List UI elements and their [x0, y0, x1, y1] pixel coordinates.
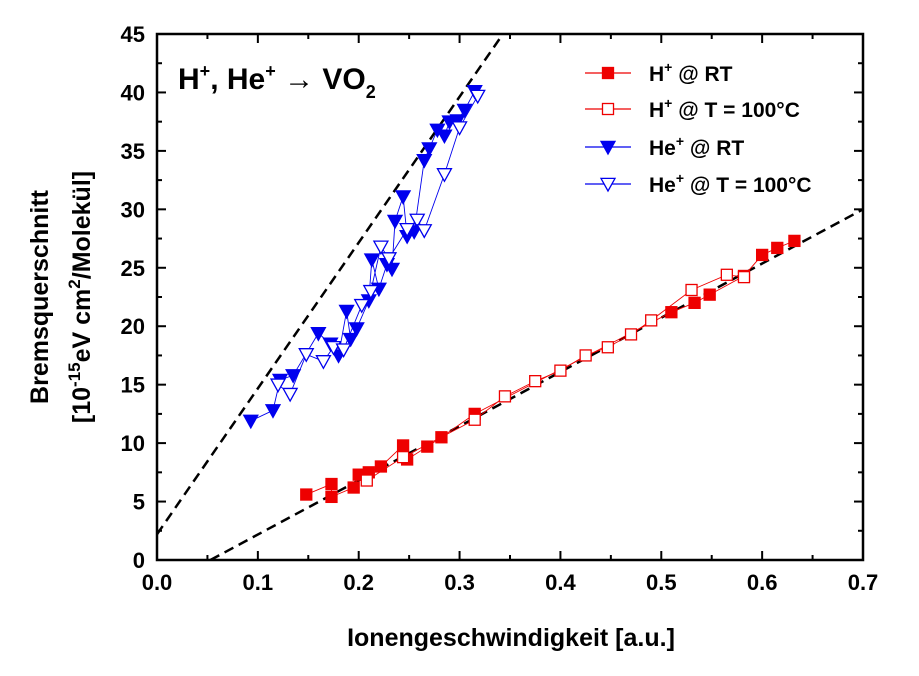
series-4-point	[335, 343, 352, 358]
x-tick-label: 0.5	[646, 570, 677, 595]
series-1-point	[325, 490, 338, 504]
series-1-point	[325, 477, 338, 491]
y-tick-label: 0	[133, 548, 145, 573]
series-2-point	[645, 314, 658, 327]
x-tick-label: 0.0	[142, 570, 173, 595]
series-4-point	[298, 348, 315, 363]
series-2-point	[529, 375, 542, 388]
series-3-point	[338, 304, 355, 320]
series-3-point	[264, 404, 282, 419]
series-3-point	[363, 253, 380, 268]
series-3-point	[285, 369, 302, 384]
x-tick-label: 0.7	[848, 570, 879, 595]
axis-ticks: 0.0 0.1 0.2 0.3 0.4 0.5 0.6 0.7 0 5 10 15 20 25 30 35 40…	[121, 22, 879, 595]
x-tick-label: 0.3	[444, 570, 475, 595]
series-2-point	[601, 341, 614, 354]
fit-line-1	[157, 34, 504, 535]
y-tick-label: 30	[121, 197, 145, 222]
series-4-point	[409, 213, 426, 229]
series-4-point	[380, 252, 398, 267]
x-tick-label: 0.4	[545, 570, 576, 595]
series-4	[269, 89, 486, 403]
series-1-point	[688, 296, 701, 309]
series-4-point	[416, 224, 433, 239]
series-4-point	[469, 89, 486, 105]
series-3-point	[242, 414, 259, 430]
y-tick-label: 25	[121, 256, 145, 281]
y-tick-label: 15	[121, 373, 145, 398]
y-tick-label: 5	[133, 490, 145, 515]
y-axis-label-line2: [10-15eV cm2/Molekül]	[65, 171, 96, 423]
series-1-point	[703, 288, 716, 301]
chart-annotation: H+, He+ → VO2	[178, 61, 376, 102]
series-2-point	[468, 413, 481, 426]
x-tick-label: 0.1	[243, 570, 274, 595]
series-4-point	[399, 222, 416, 238]
series-1-point	[300, 488, 313, 501]
legend-swatch-marker	[599, 140, 617, 156]
legend-label: H+ @ T = 100°C	[649, 95, 800, 122]
legend-label: He+ @ RT	[649, 133, 744, 160]
y-axis-label-line1: Bremsquerschnitt	[26, 189, 54, 404]
legend-swatch-marker	[599, 177, 617, 193]
x-axis-label: Ionengeschwindigkeit [a.u.]	[347, 624, 675, 652]
series-4-point	[353, 298, 370, 314]
legend-label: H+ @ RT	[649, 59, 733, 86]
y-tick-label: 35	[121, 139, 145, 164]
series-4-point	[269, 378, 287, 394]
series-2-point	[360, 474, 373, 487]
series-3	[242, 85, 483, 430]
legend-item-1: H+ @ RT	[585, 59, 733, 86]
series-4-line	[277, 95, 479, 395]
legend-label: He+ @ T = 100°C	[649, 170, 812, 197]
series-2-point	[720, 268, 733, 281]
series-1-point	[374, 460, 388, 473]
series-3-point	[310, 326, 327, 342]
series-1-point	[665, 306, 678, 319]
series-3-point	[416, 153, 433, 169]
legend-item-3: He+ @ RT	[585, 133, 744, 160]
series-4-point	[282, 387, 299, 403]
series-3-point	[436, 129, 453, 145]
y-tick-label: 45	[121, 22, 145, 47]
series-4-point	[451, 121, 468, 136]
series-1-point	[347, 481, 360, 494]
series-4-point	[436, 168, 453, 183]
series-2-point	[498, 390, 512, 403]
series-2-point	[554, 364, 567, 377]
legend: H+ @ RT H+ @ T = 100°C He+ @ RT He+ @ T = 1…	[585, 59, 812, 197]
series-1-point	[771, 241, 784, 255]
series-2-point	[396, 450, 410, 464]
series-2-point	[579, 349, 592, 362]
legend-swatch-marker	[601, 102, 615, 116]
series-3-point	[449, 114, 466, 129]
series-4-point	[362, 284, 379, 300]
data-series	[242, 85, 801, 504]
series-1-point	[755, 248, 769, 262]
legend-item-4: He+ @ T = 100°C	[585, 170, 812, 197]
series-3-point	[456, 103, 473, 119]
y-tick-label: 10	[121, 431, 145, 456]
y-tick-label: 40	[121, 80, 145, 105]
series-4-point	[372, 240, 390, 256]
legend-item-2: H+ @ T = 100°C	[585, 95, 800, 122]
x-tick-label: 0.2	[343, 570, 374, 595]
series-1-point	[421, 440, 434, 453]
y-tick-label: 20	[121, 314, 145, 339]
series-3-point	[421, 142, 438, 157]
x-tick-label: 0.6	[747, 570, 778, 595]
series-2-point	[685, 283, 698, 297]
series-1-point	[788, 234, 801, 248]
series-4-point	[315, 355, 332, 370]
series-3-point	[386, 214, 404, 230]
series-3-line	[250, 91, 476, 422]
series-2	[360, 268, 751, 487]
series-3-point	[383, 262, 401, 278]
series-1-point	[396, 439, 410, 452]
series-2-point	[624, 328, 638, 341]
series-3-point	[394, 190, 412, 205]
legend-swatch-marker	[601, 66, 615, 80]
series-2-point	[737, 270, 751, 284]
